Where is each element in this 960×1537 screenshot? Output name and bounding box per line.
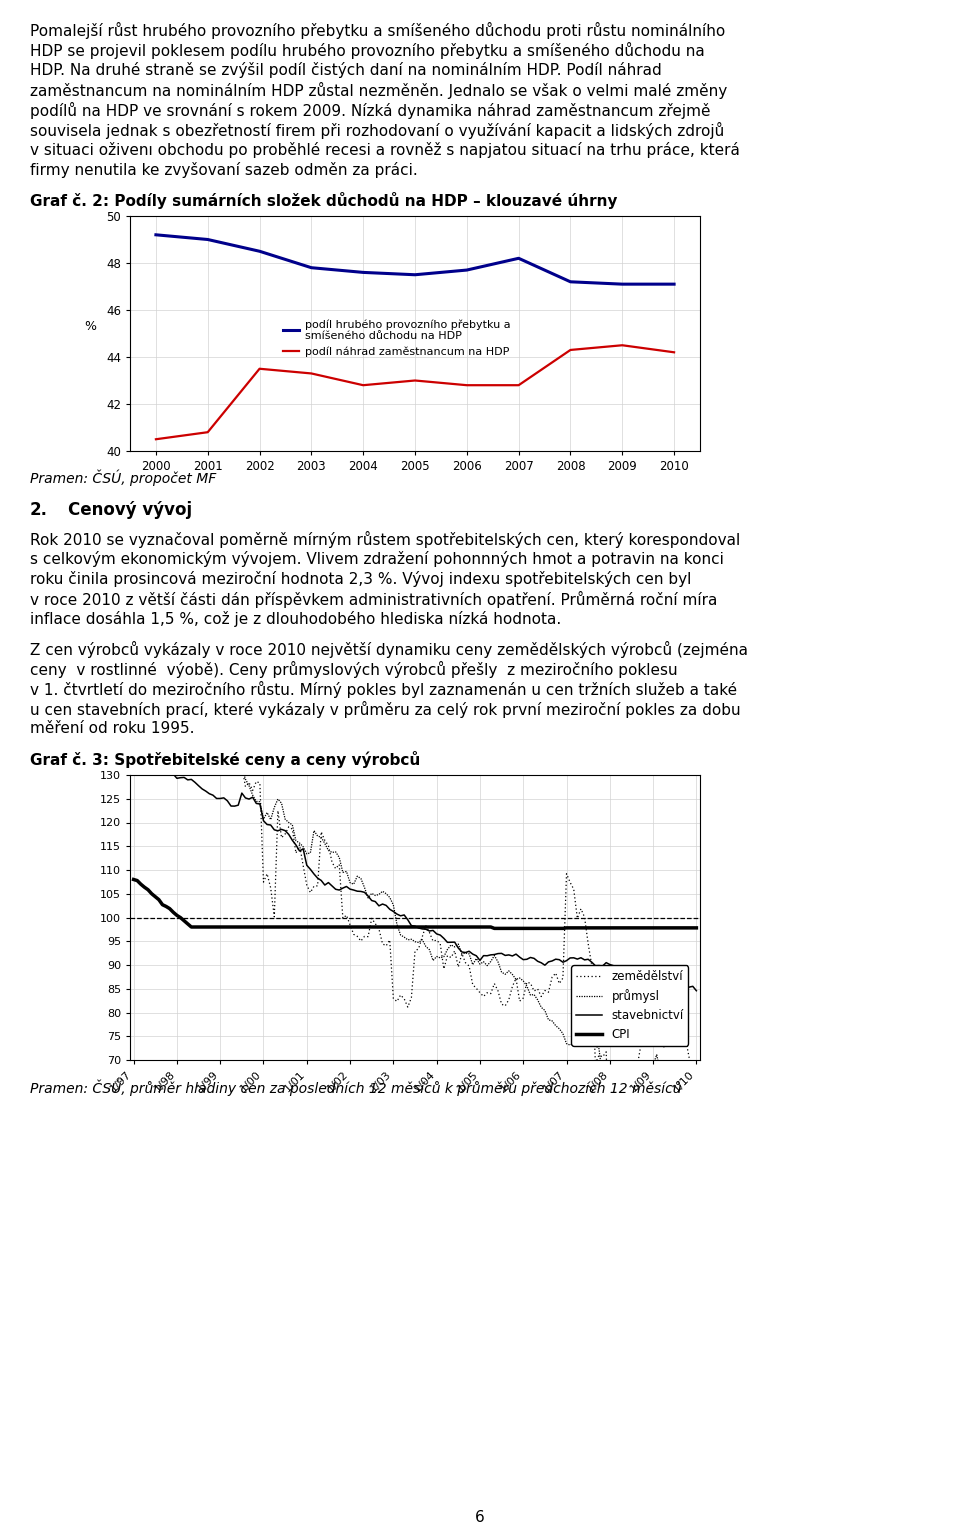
Text: v roce 2010 z větší části dán příspěvkem administrativních opatření. Průměrná ro: v roce 2010 z větší části dán příspěvkem… (30, 592, 717, 609)
Line: průmysl: průmysl (133, 641, 696, 1093)
CPI (128, 870, 139, 888)
Text: s celkovým ekonomickým vývojem. Vlivem zdražení pohonnných hmot a potravin na ko: s celkovým ekonomickým vývojem. Vlivem z… (30, 550, 724, 567)
průmysl (128, 636, 139, 655)
zemědělství (156, 615, 168, 633)
zemědělství (128, 570, 139, 589)
průmysl (456, 945, 468, 964)
průmysl (636, 1084, 648, 1102)
Text: v 1. čtvrtletí do meziročního růstu. Mírný pokles byl zaznamenán u cen tržních s: v 1. čtvrtletí do meziročního růstu. Mír… (30, 681, 737, 698)
Text: Pomalejší růst hrubého provozního přebytku a smíšeného důchodu proti růstu nomin: Pomalejší růst hrubého provozního přebyt… (30, 22, 725, 38)
stavebnictví (690, 982, 702, 1001)
zemědělství (583, 934, 594, 953)
průmysl (283, 813, 295, 832)
průmysl (690, 1077, 702, 1096)
Line: CPI: CPI (133, 879, 696, 928)
CPI (146, 884, 157, 902)
stavebnictví (452, 939, 464, 958)
Text: Pramen: ČSÚ, průměr hladiny cen za posledních 12 měsíců k průměru předchozích 12: Pramen: ČSÚ, průměr hladiny cen za posle… (30, 1081, 682, 1096)
Text: Cenový vývoj: Cenový vývoj (68, 501, 192, 520)
CPI (279, 918, 291, 936)
stavebnictví (146, 753, 157, 772)
stavebnictví (128, 744, 139, 762)
stavebnictví (337, 879, 348, 898)
stavebnictví (279, 821, 291, 839)
CPI (489, 919, 500, 938)
CPI (156, 896, 168, 915)
Text: měření od roku 1995.: měření od roku 1995. (30, 721, 195, 736)
zemědělství (146, 603, 157, 621)
Text: Graf č. 3: Spotřebitelské ceny a ceny výrobců: Graf č. 3: Spotřebitelské ceny a ceny vý… (30, 752, 420, 768)
CPI (452, 918, 464, 936)
Text: 2.: 2. (30, 501, 48, 520)
Text: ceny  v rostlinné  výobě). Ceny průmyslových výrobců přešly  z meziročního pokle: ceny v rostlinné výobě). Ceny průmyslový… (30, 661, 678, 678)
CPI (337, 918, 348, 936)
Legend: podíl hrubého provozního přebytku a
smíšeného důchodu na HDP, podíl náhrad zaměs: podíl hrubého provozního přebytku a smíš… (278, 315, 515, 361)
Text: Rok 2010 se vyznačoval poměrně mírným růstem spotřebitelských cen, který korespo: Rok 2010 se vyznačoval poměrně mírným rů… (30, 530, 740, 549)
průmysl (132, 632, 143, 650)
Text: zaměstnancum na nominálním HDP zůstal nezměněn. Jednalo se však o velmi malé změ: zaměstnancum na nominálním HDP zůstal ne… (30, 81, 728, 98)
Text: u cen stavebních prací, které vykázaly v průměru za celý rok první meziroční pok: u cen stavebních prací, které vykázaly v… (30, 701, 740, 718)
průmysl (341, 862, 352, 881)
zemědělství (279, 825, 291, 844)
Line: stavebnictví: stavebnictví (133, 753, 696, 991)
CPI (690, 919, 702, 938)
průmysl (586, 1033, 597, 1051)
průmysl (150, 646, 161, 664)
zemědělství (608, 1177, 619, 1196)
Text: souvisela jednak s obezřetností firem při rozhodovaní o využívání kapacit a lids: souvisela jednak s obezřetností firem př… (30, 121, 724, 138)
Text: roku činila prosincová meziroční hodnota 2,3 %. Vývoj indexu spotřebitelských ce: roku činila prosincová meziroční hodnota… (30, 572, 691, 587)
Text: HDP. Na druhé straně se zvýšil podíl čistých daní na nominálním HDP. Podíl náhra: HDP. Na druhé straně se zvýšil podíl čis… (30, 61, 661, 78)
Text: Pramen: ČSÚ, propočet MF: Pramen: ČSÚ, propočet MF (30, 469, 216, 486)
Text: HDP se projevil poklesem podílu hrubého provozního přebytku a smíšeného důchodu : HDP se projevil poklesem podílu hrubého … (30, 41, 705, 58)
Text: v situaci oživenı obchodu po proběhlé recesi a rovněž s napjatou situací na trhu: v situaci oživenı obchodu po proběhlé re… (30, 141, 740, 158)
průmysl (160, 656, 172, 675)
Text: 6: 6 (475, 1509, 485, 1525)
Text: firmy nenutila ke zvyšovaní sazeb odměn za práci.: firmy nenutila ke zvyšovaní sazeb odměn … (30, 161, 418, 178)
Legend: zemědělství, průmysl, stavebnictví, CPI: zemědělství, průmysl, stavebnictví, CPI (571, 965, 688, 1045)
Line: zemědělství: zemědělství (133, 579, 696, 1187)
Text: Graf č. 2: Podíly sumárních složek důchodů na HDP – klouzavé úhrny: Graf č. 2: Podíly sumárních složek důcho… (30, 192, 617, 209)
Y-axis label: %: % (84, 321, 96, 334)
stavebnictví (156, 761, 168, 779)
zemědělství (452, 958, 464, 976)
zemědělství (690, 1071, 702, 1090)
Text: Z cen výrobců vykázaly v roce 2010 největší dynamiku ceny zemědělských výrobců (: Z cen výrobců vykázaly v roce 2010 nejvě… (30, 641, 748, 658)
Text: podílů na HDP ve srovnání s rokem 2009. Nízká dynamika náhrad zaměstnancum zřejm: podílů na HDP ve srovnání s rokem 2009. … (30, 101, 710, 118)
CPI (586, 919, 597, 938)
Text: inflace dosáhla 1,5 %, což je z dlouhodobého hlediska nízká hodnota.: inflace dosáhla 1,5 %, což je z dlouhodo… (30, 612, 562, 627)
zemědělství (337, 908, 348, 927)
stavebnictví (583, 950, 594, 968)
